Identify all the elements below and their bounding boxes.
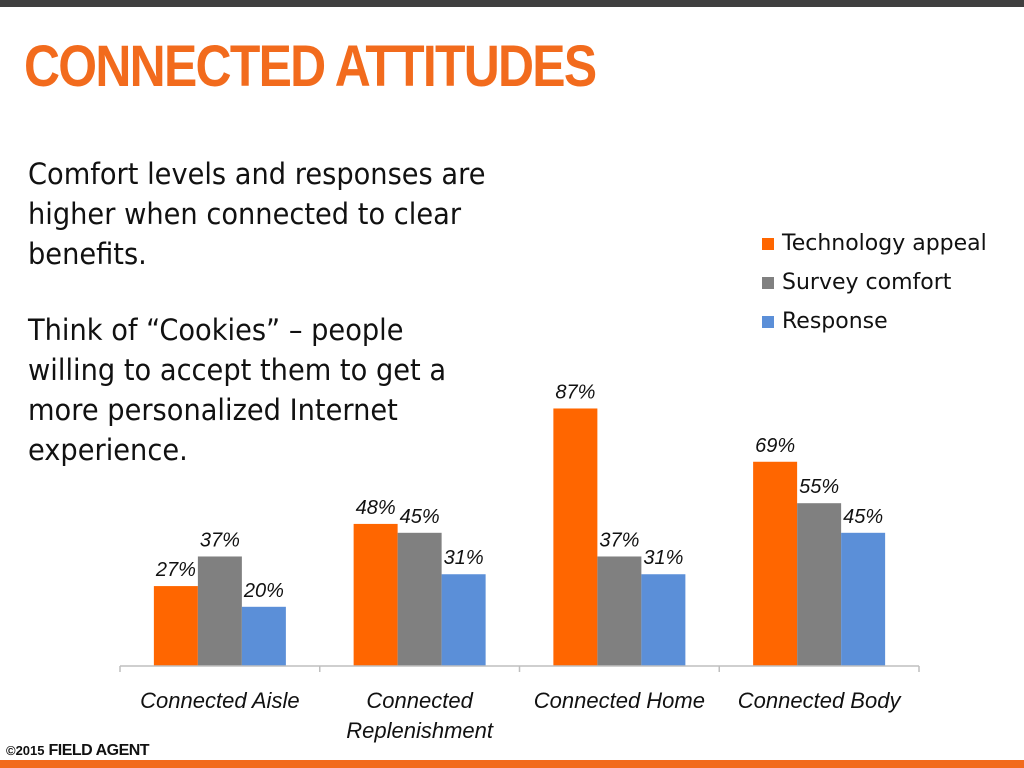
legend-swatch-response xyxy=(762,315,774,328)
data-label: 45% xyxy=(843,506,883,528)
x-tick-label: Connected Replenishment xyxy=(346,688,494,743)
x-tick-label: Connected Aisle xyxy=(140,688,299,713)
bar-technology-appeal-1 xyxy=(153,586,198,666)
data-label: 20% xyxy=(243,580,284,602)
brand-logo: FIELD AGENT xyxy=(48,742,150,759)
data-label: 37% xyxy=(200,529,240,551)
data-label: 27% xyxy=(155,559,196,581)
data-label: 31% xyxy=(643,547,683,569)
bar-survey-comfort-3 xyxy=(597,556,642,666)
legend-item-survey-comfort: Survey comfort xyxy=(762,263,987,302)
bar-technology-appeal-3 xyxy=(553,408,598,666)
bar-survey-comfort-4 xyxy=(797,503,842,666)
bar-technology-appeal-4 xyxy=(753,461,798,666)
data-label: 48% xyxy=(356,497,396,519)
slide-title: CONNECTED ATTITUDES xyxy=(24,34,597,99)
data-label: 87% xyxy=(555,381,595,403)
bar-technology-appeal-2 xyxy=(353,523,398,666)
bar-survey-comfort-2 xyxy=(397,532,442,666)
data-label: 45% xyxy=(400,506,440,528)
bar-response-2 xyxy=(441,574,486,666)
legend-label-response: Response xyxy=(782,309,888,334)
bar-response-4 xyxy=(841,532,886,666)
legend-label-technology-appeal: Technology appeal xyxy=(782,231,987,256)
body-paragraph-comfort: Comfort levels and responses are higher … xyxy=(28,157,486,271)
data-label: 37% xyxy=(599,529,639,551)
copyright-text: ©2015 xyxy=(6,743,45,758)
x-tick-label: Connected Body xyxy=(738,688,903,713)
chart-legend: Technology appeal Survey comfort Respons… xyxy=(762,224,987,341)
legend-swatch-technology-appeal xyxy=(762,237,774,250)
legend-item-technology-appeal: Technology appeal xyxy=(762,224,987,263)
x-tick-label: Connected Home xyxy=(534,688,705,713)
legend-swatch-survey-comfort xyxy=(762,276,774,289)
bar-response-1 xyxy=(241,606,286,666)
top-bar xyxy=(0,0,1024,7)
bottom-bar xyxy=(0,760,1024,768)
legend-label-survey-comfort: Survey comfort xyxy=(782,270,952,295)
data-label: 69% xyxy=(755,435,795,457)
data-label: 55% xyxy=(799,476,839,498)
legend-item-response: Response xyxy=(762,302,987,341)
bar-survey-comfort-1 xyxy=(197,556,242,666)
bar-response-3 xyxy=(641,574,686,666)
data-label: 31% xyxy=(444,547,484,569)
footer: ©2015 FIELD AGENT xyxy=(6,742,150,760)
body-paragraph-cookies: Think of “Cookies” – people willing to a… xyxy=(28,313,447,467)
